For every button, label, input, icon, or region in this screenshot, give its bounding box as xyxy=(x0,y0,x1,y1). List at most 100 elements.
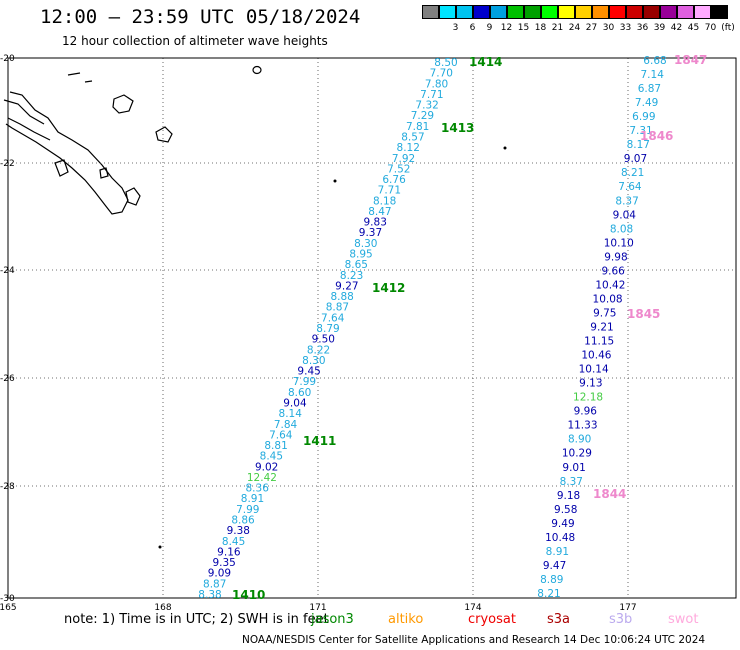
wave-height-value: 8.18 xyxy=(373,195,396,207)
wave-height-value: 8.30 xyxy=(354,238,377,250)
satellite-name: jason3 xyxy=(311,612,354,627)
legend-label: 45 xyxy=(687,23,700,33)
wave-height-value: 9.38 xyxy=(227,525,250,537)
lat-label: -26 xyxy=(0,374,15,384)
wave-height-value: 7.80 xyxy=(425,78,448,90)
coastline-new-caledonia xyxy=(3,65,262,215)
legend-label: 33 xyxy=(619,23,632,33)
map-frame xyxy=(7,57,737,599)
lat-label: -28 xyxy=(0,482,15,492)
lon-label: 168 xyxy=(154,603,171,613)
wave-height-value: 9.35 xyxy=(212,557,235,569)
wave-height-value: 10.46 xyxy=(581,350,611,362)
map-gridlines xyxy=(7,57,737,599)
wave-height-value: 8.08 xyxy=(610,223,633,235)
legend-swatch xyxy=(575,5,592,19)
wave-height-value: 9.13 xyxy=(579,378,602,390)
legend-label: 18 xyxy=(534,23,547,33)
satellite-name: swot xyxy=(668,612,699,627)
wave-height-value: 8.91 xyxy=(241,493,264,505)
legend-label: 21 xyxy=(551,23,564,33)
pass-label: 1411 xyxy=(303,434,336,448)
pass-label: 1845 xyxy=(627,307,660,321)
legend-swatch xyxy=(694,5,711,19)
wave-height-value: 12.42 xyxy=(247,472,277,484)
wave-height-value: 10.48 xyxy=(545,532,575,544)
lat-label: -20 xyxy=(0,54,15,64)
legend-label: 3 xyxy=(452,23,459,33)
pass-labels: 1410 1411 1412 1413 1414 1844 1845 1846 1847 xyxy=(232,53,707,602)
legend-swatch xyxy=(677,5,694,19)
wave-height-value: 7.92 xyxy=(392,153,415,165)
wave-height-value: 11.15 xyxy=(584,336,614,348)
wave-height-value: 7.52 xyxy=(387,163,410,175)
pass-label: 1846 xyxy=(640,129,673,143)
wave-height-value: 7.49 xyxy=(635,97,658,109)
wave-height-value: 8.79 xyxy=(316,323,339,335)
legend-label: 9 xyxy=(486,23,493,33)
wave-height-value: 8.21 xyxy=(621,167,644,179)
legend-label: 39 xyxy=(653,23,666,33)
legend-swatch xyxy=(456,5,473,19)
legend-swatch xyxy=(439,5,456,19)
satellite-name: cryosat xyxy=(468,612,516,627)
legend-swatch xyxy=(626,5,643,19)
wave-height-value: 8.30 xyxy=(302,355,325,367)
wave-height-value: 8.90 xyxy=(568,434,591,446)
lon-label: 174 xyxy=(464,603,481,613)
wave-height-value: 8.87 xyxy=(203,578,226,590)
wave-height-value: 7.84 xyxy=(274,419,298,431)
wave-height-value: 9.83 xyxy=(364,217,387,229)
wave-height-value: 8.12 xyxy=(397,142,420,154)
wave-height-value: 7.71 xyxy=(378,185,401,197)
wave-height-value: 7.99 xyxy=(236,504,259,516)
legend-label: 42 xyxy=(670,23,683,33)
legend-swatch xyxy=(422,5,439,19)
wave-height-value: 9.09 xyxy=(208,568,231,580)
legend-label: 24 xyxy=(568,23,581,33)
wave-height-value: 8.14 xyxy=(279,408,303,420)
wave-height-value: 9.47 xyxy=(543,560,566,572)
wave-height-value: 9.96 xyxy=(574,406,598,418)
altimeter-track-east: 6.68 7.14 6.87 7.49 6.99 7.31 8.17 9.07 8.21 7.64… xyxy=(537,55,666,600)
wave-height-value: 8.89 xyxy=(540,574,563,586)
wave-height-value: 8.86 xyxy=(231,515,255,527)
wave-height-value: 9.16 xyxy=(217,546,241,558)
wave-height-value: 8.36 xyxy=(246,483,270,495)
map-title: 12:00 – 23:59 UTC 05/18/2024 xyxy=(40,6,361,28)
wave-height-value: 6.99 xyxy=(632,111,655,123)
pass-label: 1412 xyxy=(372,281,405,295)
wave-height-value: 8.87 xyxy=(326,302,349,314)
altimeter-track-west: 8.507.707.807.717.327.297.818.578.127.92… xyxy=(198,57,457,601)
legend-swatch xyxy=(541,5,558,19)
wave-height-value: 9.07 xyxy=(624,153,647,165)
legend-swatch xyxy=(473,5,490,19)
wave-height-value: 9.27 xyxy=(335,280,358,292)
wave-height-value: 10.42 xyxy=(595,279,625,291)
credit-footer: NOAA/NESDIS Center for Satellite Applica… xyxy=(242,634,706,646)
wave-height-value: 8.95 xyxy=(349,249,372,261)
wave-height-value: 10.14 xyxy=(579,364,609,376)
legend-swatch xyxy=(507,5,524,19)
wave-height-value: 7.70 xyxy=(430,68,453,80)
lat-label: -22 xyxy=(0,159,15,169)
lat-label: -24 xyxy=(0,266,15,276)
wave-height-value: 8.45 xyxy=(222,536,245,548)
wave-height-value: 8.37 xyxy=(615,195,638,207)
pass-label: 1847 xyxy=(674,53,707,67)
wave-height-value: 6.68 xyxy=(643,55,666,67)
wave-height-value: 8.17 xyxy=(627,139,650,151)
legend-swatch xyxy=(643,5,660,19)
legend-label: 15 xyxy=(517,23,530,33)
wave-height-value: 7.64 xyxy=(269,429,293,441)
notes-prefix: note: 1) Time is in UTC; 2) SWH is in fe… xyxy=(64,612,329,627)
legend-label: 70 xyxy=(704,23,717,33)
wave-height-value: 8.21 xyxy=(537,588,560,600)
lon-label: 165 xyxy=(0,603,17,613)
wave-height-value: 9.04 xyxy=(283,397,307,409)
legend-swatch xyxy=(660,5,677,19)
wave-height-value: 7.14 xyxy=(641,69,665,81)
lon-label: 177 xyxy=(619,603,636,613)
wave-height-value: 9.75 xyxy=(593,307,616,319)
